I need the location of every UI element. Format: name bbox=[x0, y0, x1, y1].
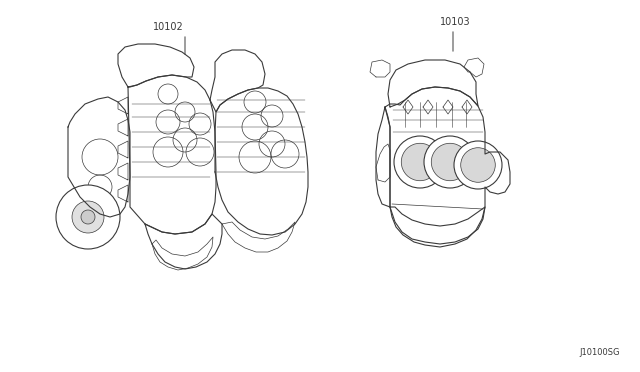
Polygon shape bbox=[118, 44, 194, 87]
Polygon shape bbox=[370, 60, 390, 77]
Polygon shape bbox=[385, 87, 510, 244]
Text: 10103: 10103 bbox=[440, 17, 470, 27]
Circle shape bbox=[431, 143, 468, 181]
Circle shape bbox=[72, 201, 104, 233]
Text: J10100SG: J10100SG bbox=[579, 348, 620, 357]
Circle shape bbox=[401, 143, 439, 181]
Polygon shape bbox=[152, 237, 213, 270]
Polygon shape bbox=[388, 60, 478, 107]
Polygon shape bbox=[464, 58, 484, 77]
Circle shape bbox=[454, 141, 502, 189]
Circle shape bbox=[394, 136, 446, 188]
Polygon shape bbox=[390, 207, 485, 247]
Polygon shape bbox=[128, 75, 216, 234]
Circle shape bbox=[56, 185, 120, 249]
Polygon shape bbox=[376, 107, 390, 207]
Polygon shape bbox=[215, 88, 308, 235]
Polygon shape bbox=[145, 214, 222, 269]
Circle shape bbox=[461, 148, 495, 182]
Circle shape bbox=[81, 210, 95, 224]
Polygon shape bbox=[210, 50, 265, 112]
Polygon shape bbox=[68, 97, 130, 217]
Text: 10102: 10102 bbox=[152, 22, 184, 32]
Polygon shape bbox=[376, 144, 390, 182]
Polygon shape bbox=[222, 222, 295, 252]
Circle shape bbox=[424, 136, 476, 188]
